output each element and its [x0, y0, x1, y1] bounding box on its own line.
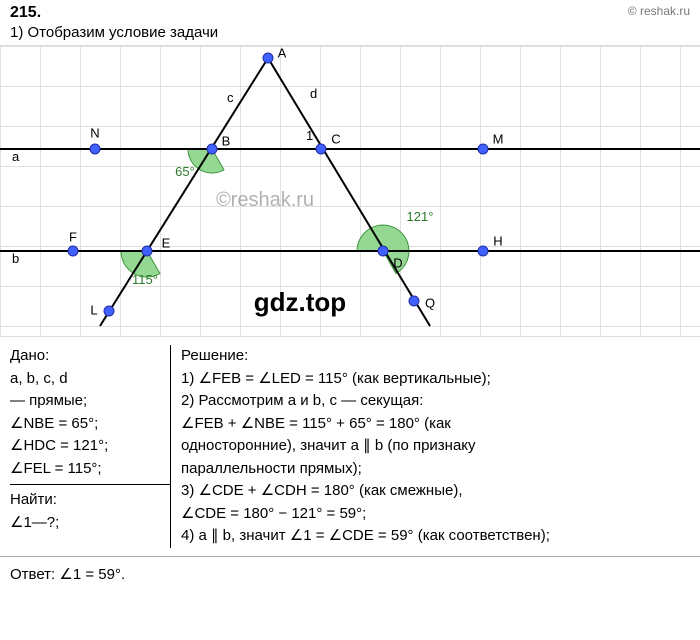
svg-text:F: F [69, 229, 77, 244]
text-line: 2) Рассмотрим a и b, c — секущая: [181, 390, 690, 413]
answer: Ответ: ∠1 = 59°. [0, 556, 700, 591]
text-line: ∠1—?; [10, 512, 160, 535]
subtitle: 1) Отобразим условие задачи [0, 22, 700, 45]
text-line: ∠FEL = 115°; [10, 458, 160, 481]
svg-text:D: D [393, 255, 402, 270]
svg-text:a: a [12, 149, 20, 164]
find-lines: ∠1—?; [10, 512, 160, 535]
text-line: односторонние), значит a ∥ b (по признак… [181, 435, 690, 458]
solution-title: Решение: [181, 345, 690, 368]
svg-text:b: b [12, 251, 19, 266]
svg-text:121°: 121° [407, 209, 434, 224]
given-title: Дано: [10, 345, 160, 368]
svg-text:L: L [90, 302, 97, 317]
svg-text:115°: 115° [132, 272, 158, 287]
text-line: ∠NBE = 65°; [10, 413, 160, 436]
diagram-svg: 65° 121° 115° A B C N M E D F H L Qa b c d 1 ©reshak.ru gdz… [0, 46, 700, 336]
solution-column: Решение: 1) ∠FEB = ∠LED = 115° (как верт… [171, 345, 690, 548]
svg-text:E: E [162, 235, 171, 250]
text-line: 4) a ∥ b, значит ∠1 = ∠CDE = 59° (как со… [181, 525, 690, 548]
svg-text:1: 1 [306, 128, 313, 143]
svg-text:N: N [90, 125, 99, 140]
text-line: ∠FEB + ∠NBE = 115° + 65° = 180° (как [181, 413, 690, 436]
divider [10, 484, 170, 485]
svg-text:65°: 65° [175, 164, 195, 179]
svg-text:B: B [222, 133, 231, 148]
solution-block: Дано: a, b, c, d— прямые;∠NBE = 65°;∠HDC… [0, 337, 700, 556]
site-credit: © reshak.ru [628, 4, 690, 22]
problem-number: 215. [10, 4, 41, 22]
svg-text:A: A [278, 46, 287, 60]
svg-text:d: d [310, 86, 317, 101]
svg-text:gdz.top: gdz.top [254, 287, 346, 317]
find-title: Найти: [10, 489, 160, 512]
svg-text:c: c [227, 90, 234, 105]
text-line: параллельности прямых); [181, 458, 690, 481]
text-line: a, b, c, d [10, 368, 160, 391]
svg-text:©reshak.ru: ©reshak.ru [216, 189, 314, 211]
header: 215. © reshak.ru [0, 0, 700, 22]
svg-text:C: C [331, 131, 340, 146]
text-line: ∠HDC = 121°; [10, 435, 160, 458]
svg-text:M: M [493, 131, 504, 146]
solution-steps: 1) ∠FEB = ∠LED = 115° (как вертикальные)… [181, 368, 690, 548]
given-column: Дано: a, b, c, d— прямые;∠NBE = 65°;∠HDC… [10, 345, 171, 548]
text-line: 3) ∠CDE + ∠CDH = 180° (как смежные), [181, 480, 690, 503]
geometry-diagram: 65° 121° 115° A B C N M E D F H L Qa b c d 1 ©reshak.ru gdz… [0, 45, 700, 337]
text-line: 1) ∠FEB = ∠LED = 115° (как вертикальные)… [181, 368, 690, 391]
given-lines: a, b, c, d— прямые;∠NBE = 65°;∠HDC = 121… [10, 368, 160, 481]
text-line: ∠CDE = 180° − 121° = 59°; [181, 503, 690, 526]
svg-text:Q: Q [425, 295, 435, 310]
text-line: — прямые; [10, 390, 160, 413]
svg-text:H: H [493, 233, 502, 248]
